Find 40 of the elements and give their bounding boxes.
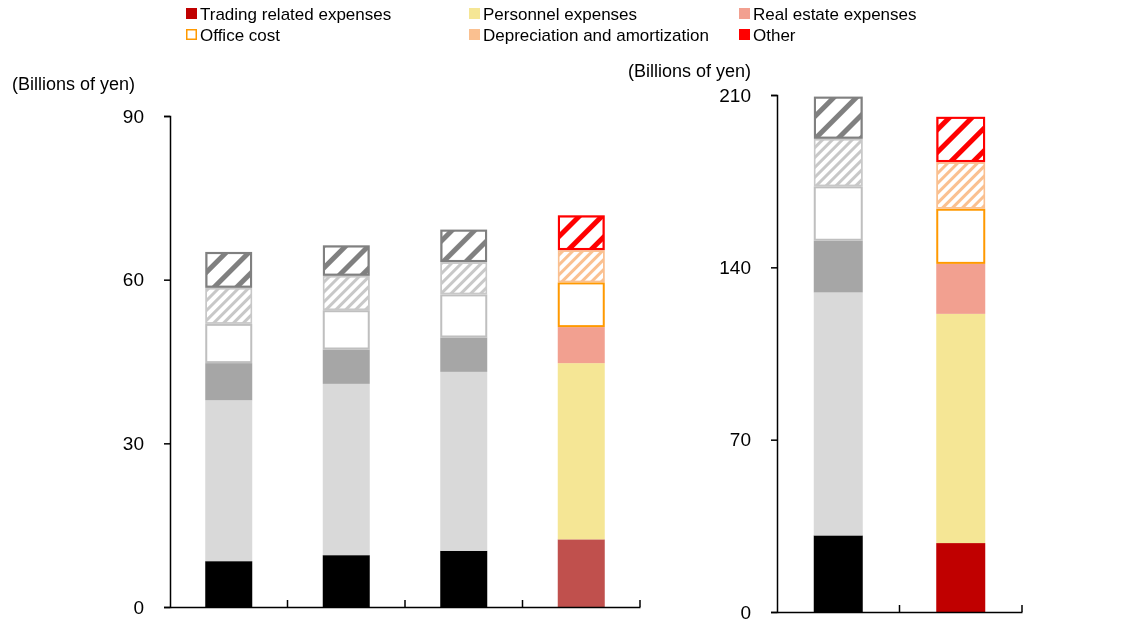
bar [205,400,253,562]
bar [813,96,863,139]
bar [322,245,370,276]
y-tick-label: 0 [740,601,751,619]
legend-label: Depreciation and amortization [483,26,709,45]
legend-label: Personnel expenses [483,5,638,24]
bar [205,363,253,401]
legend-label: Other [753,26,796,45]
legend-label: Real estate expenses [753,5,917,24]
bar [205,251,253,288]
bar [936,208,986,264]
bar [440,229,488,263]
bar [936,543,986,612]
bar [322,349,370,384]
bar [557,215,605,251]
bar [557,363,605,540]
y-tick-label: 70 [729,429,751,451]
y-tick-label: 90 [122,105,144,127]
legend-label: Trading related expenses [200,5,392,24]
bar [813,292,863,536]
bar [322,383,370,556]
bar [557,282,605,328]
y-tick-label: 60 [122,269,144,291]
bar [813,240,863,293]
legend-label: Office cost [200,26,281,45]
bar [936,313,986,544]
y-tick-label: 210 [719,84,751,106]
bar [936,116,986,163]
bar [440,371,488,551]
y-axis-title: (Billions of yen) [12,74,136,94]
bar [557,539,605,607]
bar [440,337,488,372]
y-tick-label: 30 [122,432,144,454]
bar [557,250,605,283]
bar [936,263,986,314]
y-tick-label: 0 [133,596,144,618]
y-tick-label: 140 [719,256,751,278]
bar [557,327,605,364]
bar [936,162,986,209]
y-axis-title: (Billions of yen) [628,61,752,81]
